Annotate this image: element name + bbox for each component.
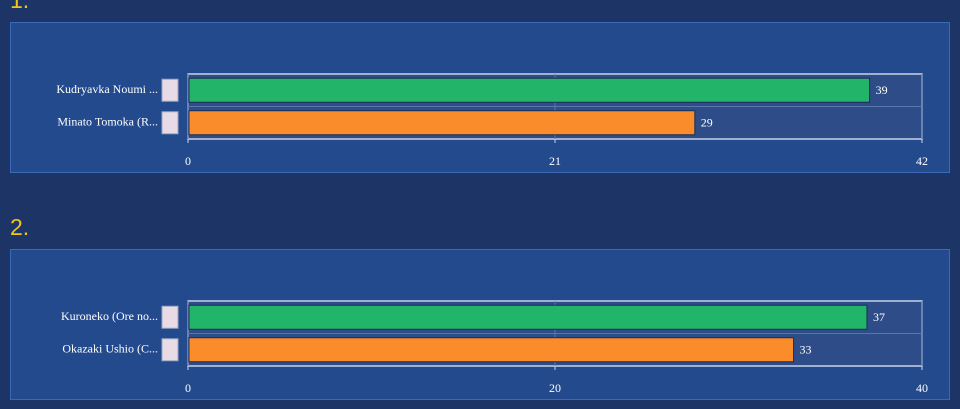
thumbnail [161,305,179,329]
thumbnail [161,111,179,135]
value-label: 37 [873,310,885,324]
bar [188,110,696,136]
x-tick-label: 0 [185,381,191,395]
thumbnail [161,338,179,362]
section-heading: 2. [10,214,29,240]
category-label: Okazaki Ushio (C... [62,342,158,356]
value-label: 29 [701,116,713,130]
x-tick-label: 21 [549,154,561,168]
category-label: Minato Tomoka (R... [57,115,158,129]
category-label: Kuroneko (Ore no... [61,309,158,323]
x-tick-label: 20 [549,381,561,395]
bar [188,77,871,103]
x-tick-label: 0 [185,154,191,168]
x-tick-label: 40 [916,381,928,395]
bar [188,337,795,363]
x-tick-label: 42 [916,154,928,168]
category-label: Kudryavka Noumi ... [56,82,158,96]
bar [188,304,868,330]
value-label: 33 [800,343,812,357]
section-heading: 1. [10,0,29,13]
value-label: 39 [876,83,888,97]
thumbnail [161,78,179,102]
